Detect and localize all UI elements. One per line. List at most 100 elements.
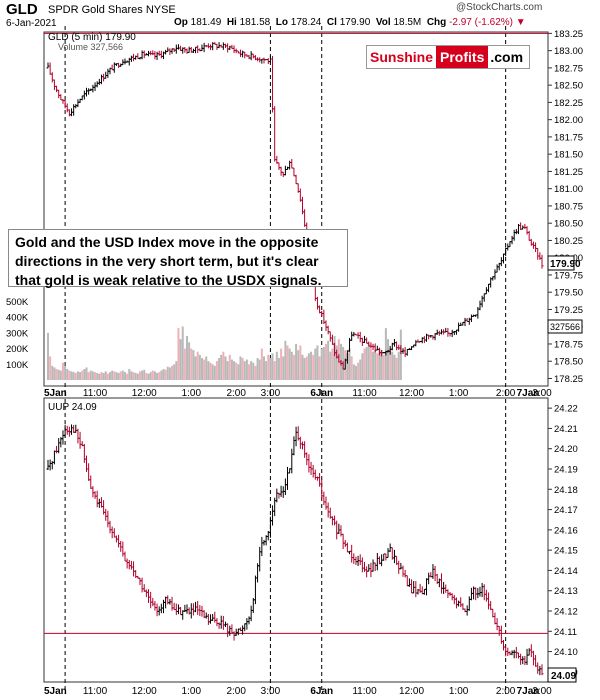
uup-y-tick-label: 24.21 (554, 424, 578, 435)
uup-ohlc-bar (78, 431, 82, 449)
uup-ohlc-bar (467, 596, 471, 611)
gld-ohlc-bar (493, 269, 497, 280)
uup-y-tick-label: 24.14 (554, 566, 578, 577)
gld-ohlc-bar (55, 85, 59, 93)
uup-ohlc-bar (531, 650, 535, 666)
uup-ohlc-bar (132, 561, 136, 577)
uup-ohlc-bar (151, 597, 155, 607)
uup-y-tick-label: 24.18 (554, 485, 578, 496)
gld-ohlc-bar (232, 45, 236, 54)
uup-ohlc-bar (179, 606, 183, 616)
gld-volume-bar (228, 354, 231, 380)
gld-ohlc-bar (46, 62, 50, 69)
gld-volume-bar (307, 353, 310, 380)
gld-volume-bar (55, 369, 58, 380)
gld-volume-bar (213, 365, 216, 380)
gld-volume-bar (175, 361, 178, 380)
gld-volume-bar (194, 356, 197, 380)
uup-ohlc-bar (433, 565, 437, 582)
uup-ohlc-bar (307, 454, 311, 473)
uup-x-axis: 5Jan 11:00 12:00 1:00 2:00 3:00 6Jan 11:00 12:00… (44, 686, 552, 697)
gld-price-bars (46, 42, 544, 370)
gld-volume-bar (47, 332, 49, 380)
gld-ohlc-bar (106, 68, 110, 78)
gld-y-tick-label: 182.25 (554, 98, 583, 109)
uup-ohlc-bar (497, 625, 501, 636)
uup-x-tick-label: 12:00 (399, 686, 424, 697)
uup-ohlc-bar (405, 575, 409, 587)
uup-ohlc-bar (401, 565, 405, 577)
gld-volume-bar (61, 362, 64, 380)
gld-ohlc-bar (341, 361, 345, 370)
gld-ohlc-bar (59, 94, 63, 101)
uup-ohlc-bar (298, 436, 302, 449)
gld-volume-bars (47, 326, 402, 380)
gld-volume-bar (121, 370, 124, 380)
uup-ohlc-bar (61, 430, 65, 445)
gld-volume-bar (391, 351, 394, 380)
uup-ohlc-bar (277, 492, 281, 499)
gld-ohlc-bar (226, 43, 230, 53)
uup-ohlc-bar (414, 581, 418, 598)
uup-ohlc-bar (422, 588, 426, 595)
uup-ohlc-bar (63, 424, 67, 438)
gld-ohlc-bar (151, 50, 155, 56)
uup-ohlc-bar (420, 586, 424, 595)
gld-ohlc-bar (478, 300, 482, 311)
uup-ohlc-bar (221, 616, 225, 630)
gld-ohlc-bar (129, 55, 133, 62)
gld-volume-bar (207, 361, 210, 380)
gld-volume-bar (76, 371, 79, 380)
uup-ohlc-bar (354, 556, 358, 565)
uup-ohlc-bar (540, 664, 544, 676)
gld-legend-price: GLD (5 min) 179.90 (48, 32, 136, 43)
gld-volume-bar (200, 358, 203, 380)
gld-volume-bar (273, 361, 276, 380)
uup-ohlc-bar (425, 578, 429, 596)
gld-volume-bar (102, 372, 105, 380)
uup-x-tick-label: 5Jan (44, 686, 67, 697)
ohlc-summary: Op 181.49 Hi 181.58 Lo 178.24 Cl 179.90 … (174, 17, 526, 28)
gld-volume-bar (81, 370, 84, 380)
gld-volume-bar (282, 356, 285, 380)
uup-ohlc-bar (48, 459, 52, 471)
gld-volume-bar (299, 345, 302, 380)
gld-volume-bar (192, 350, 195, 380)
uup-price-bars (46, 424, 544, 676)
gld-ohlc-bar (435, 329, 439, 335)
uup-ohlc-bar (268, 516, 272, 538)
uup-ohlc-bar (427, 572, 431, 585)
change-label: Chg (426, 17, 447, 28)
uup-ohlc-bar (303, 441, 307, 458)
gld-ohlc-bar (57, 89, 61, 99)
gld-volume-bar (382, 354, 385, 380)
gld-volume-bar (378, 348, 381, 380)
uup-ohlc-bar (444, 584, 448, 593)
low-label: Lo (275, 17, 288, 28)
uup-last-price-label: 24.09 (551, 671, 576, 682)
uup-ohlc-bar (70, 424, 74, 435)
gld-ohlc-bar (482, 293, 486, 302)
uup-ohlc-bar (260, 536, 264, 556)
gld-volume-bar (395, 358, 398, 380)
gld-volume-bar (117, 372, 120, 380)
gld-ohlc-bar (345, 350, 349, 364)
gld-volume-bar (68, 370, 71, 380)
gld-ohlc-bar (487, 283, 491, 293)
gld-volume-bar (318, 356, 321, 380)
gld-volume-bar (177, 328, 180, 380)
gld-volume-bar (329, 351, 332, 380)
gld-ohlc-bar (61, 99, 65, 104)
gld-x-tick-label: 12:00 (399, 388, 424, 399)
gld-volume-bar (265, 361, 268, 380)
gld-ohlc-bar (495, 264, 499, 273)
uup-ohlc-bar (232, 631, 236, 641)
gld-volume-bar (220, 354, 223, 380)
gld-volume-bar (160, 370, 163, 380)
uup-ohlc-bar (521, 656, 525, 665)
uup-y-tick-label: 24.15 (554, 546, 578, 557)
gld-ohlc-bar (166, 47, 170, 53)
uup-ohlc-bar (196, 600, 200, 615)
gld-ohlc-bar (110, 64, 114, 71)
